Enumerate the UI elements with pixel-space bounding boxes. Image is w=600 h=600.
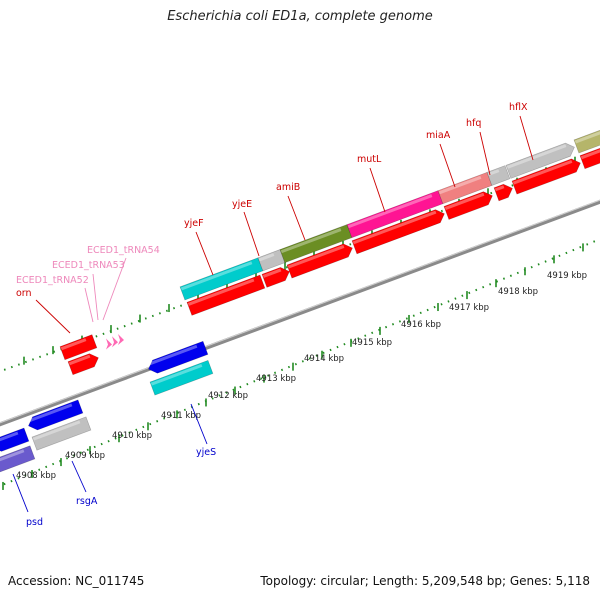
gene-label-ECED1_tRNA54[interactable]: ECED1_tRNA54 [87, 245, 160, 256]
kbp-label: 4916 kbp [401, 320, 441, 330]
gene-bar[interactable] [26, 399, 84, 433]
genes [0, 126, 600, 475]
gene-bar[interactable] [67, 351, 101, 376]
major-ticks [2, 156, 584, 490]
gene-label-hfq[interactable]: hfq [466, 118, 481, 129]
kbp-label: 4919 kbp [547, 271, 587, 281]
gene-label-yjeE[interactable]: yjeE [232, 199, 252, 210]
genome-backbone [0, 199, 600, 427]
trna-gene[interactable] [112, 336, 118, 348]
gene-label-ECED1_tRNA52[interactable]: ECED1_tRNA52 [16, 275, 89, 286]
gene-label-rsgA[interactable]: rsgA [76, 496, 98, 507]
gene-label-miaA[interactable]: miaA [426, 130, 451, 141]
kbp-label: 4913 kbp [256, 374, 296, 384]
gene-label-ECED1_tRNA53[interactable]: ECED1_tRNA53 [52, 260, 125, 271]
map-layer: 4908 kbp 4909 kbp 4910 kbp 4911 kbp 4912 kbp… [0, 102, 600, 528]
gene-bar[interactable] [437, 171, 493, 205]
label-leader [243, 211, 260, 257]
trna-genes [106, 333, 124, 350]
kbp-label: 4915 kbp [352, 338, 392, 348]
kbp-label: 4917 kbp [449, 303, 489, 313]
gene-bar[interactable] [59, 334, 98, 361]
label-leader [190, 403, 208, 445]
gene-label-orn[interactable]: orn [16, 288, 32, 299]
gene-bar[interactable] [149, 360, 214, 396]
label-leader [35, 299, 71, 334]
gene-bar[interactable] [573, 126, 600, 154]
gene-bar[interactable] [186, 274, 266, 316]
label-leader [519, 115, 534, 161]
gene-labels: ornECED1_tRNA52ECED1_tRNA53ECED1_tRNA54y… [16, 102, 528, 528]
label-leader [369, 167, 386, 213]
gene-bar[interactable] [505, 141, 577, 179]
gene-bar[interactable] [493, 182, 515, 202]
accession-text: Accession: NC_011745 [8, 574, 145, 588]
label-leader [92, 273, 99, 321]
gene-label-yjeF[interactable]: yjeF [184, 218, 204, 229]
kbp-label: 4910 kbp [112, 431, 152, 441]
kbp-labels: 4908 kbp 4909 kbp 4910 kbp 4911 kbp 4912 kbp… [16, 271, 587, 481]
gene-label-psd[interactable]: psd [26, 517, 43, 528]
label-leader [102, 257, 127, 321]
label-leader [287, 195, 306, 241]
kbp-label: 4914 kbp [304, 354, 344, 364]
gene-bar[interactable] [286, 241, 355, 279]
gene-label-yjeS[interactable]: yjeS [196, 447, 216, 458]
trna-gene[interactable] [106, 338, 112, 350]
trna-gene[interactable] [118, 333, 124, 345]
gene-bar[interactable] [579, 144, 600, 170]
gene-bar[interactable] [443, 189, 495, 220]
gene-bar[interactable] [31, 416, 92, 451]
kbp-label: 4909 kbp [65, 451, 105, 461]
label-leader [71, 460, 87, 493]
label-leader [479, 131, 491, 176]
kbp-label: 4912 kbp [208, 391, 248, 401]
gene-label-mutL[interactable]: mutL [357, 154, 382, 165]
kbp-label: 4918 kbp [498, 287, 538, 297]
label-leader [195, 231, 214, 276]
gene-bar[interactable] [261, 265, 292, 288]
map-title: Escherichia coli ED1a, complete genome [167, 9, 433, 24]
kbp-label: 4911 kbp [161, 411, 201, 421]
gene-bar[interactable] [486, 165, 511, 186]
gene-bar[interactable] [511, 156, 583, 195]
gene-label-amiB[interactable]: amiB [276, 182, 300, 193]
gene-bar[interactable] [351, 207, 447, 255]
gene-bar[interactable] [0, 445, 36, 475]
label-leader [439, 143, 456, 188]
kbp-label: 4908 kbp [16, 471, 56, 481]
gene-bar[interactable] [146, 340, 209, 375]
gene-bar[interactable] [0, 427, 30, 454]
genome-backbone-shine [0, 199, 600, 424]
gene-label-hflX[interactable]: hflX [509, 102, 528, 113]
label-leader [84, 287, 94, 323]
label-leader [12, 473, 29, 513]
label-lines [12, 115, 534, 513]
genome-summary-text: Topology: circular; Length: 5,209,548 bp… [260, 574, 590, 588]
